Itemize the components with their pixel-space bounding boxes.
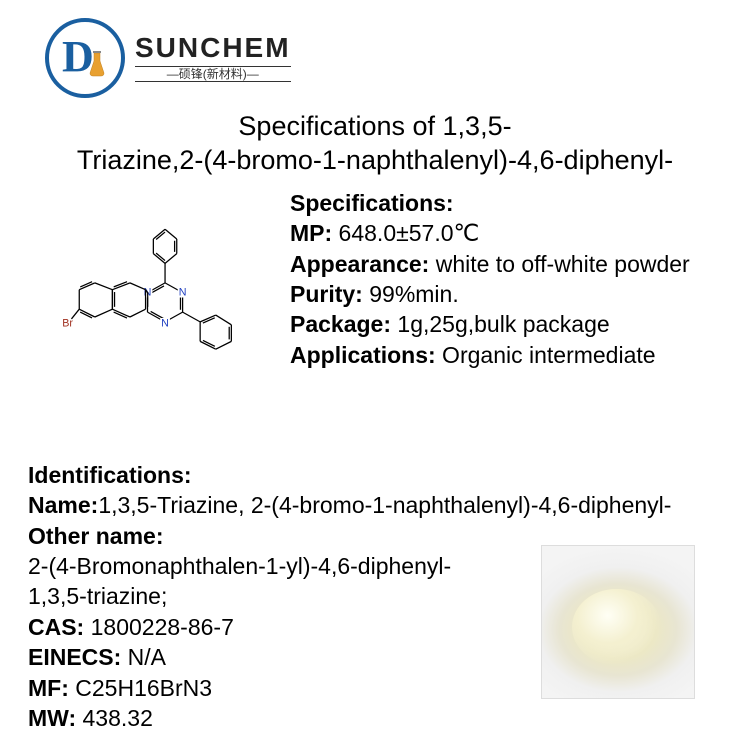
page-title: Specifications of 1,3,5- Triazine,2-(4-b… bbox=[0, 110, 750, 178]
cas-value: 1800228-86-7 bbox=[84, 614, 234, 640]
title-line-1: Specifications of 1,3,5- bbox=[238, 111, 511, 141]
mw-label: MW: bbox=[28, 705, 76, 731]
name-label: Name: bbox=[28, 492, 98, 518]
svg-text:N: N bbox=[179, 287, 187, 299]
chemical-structure: NNNBr bbox=[50, 210, 245, 385]
title-line-2: Triazine,2-(4-bromo-1-naphthalenyl)-4,6-… bbox=[77, 145, 673, 175]
brand-name: SUNCHEM bbox=[135, 34, 291, 62]
package-value: 1g,25g,bulk package bbox=[391, 311, 610, 337]
purity-label: Purity: bbox=[290, 281, 363, 307]
applications-label: Applications: bbox=[290, 342, 436, 368]
mp-label: MP: bbox=[290, 220, 332, 246]
logo-circle: D bbox=[45, 18, 125, 98]
mw-value: 438.32 bbox=[76, 705, 153, 731]
other-name-label: Other name: bbox=[28, 523, 163, 549]
product-photo bbox=[541, 545, 695, 699]
ident-header: Identifications: bbox=[28, 462, 192, 488]
specifications-block: Specifications: MP: 648.0±57.0℃ Appearan… bbox=[290, 188, 730, 370]
purity-value: 99%min. bbox=[363, 281, 459, 307]
name-value: 1,3,5-Triazine, 2-(4-bromo-1-naphthaleny… bbox=[98, 492, 671, 518]
brand-subtitle: 硕锋(新材料) bbox=[135, 66, 291, 82]
appearance-value: white to off-white powder bbox=[429, 251, 689, 277]
einecs-label: EINECS: bbox=[28, 644, 121, 670]
mp-value: 648.0±57.0℃ bbox=[332, 220, 479, 246]
mf-value: C25H16BrN3 bbox=[69, 675, 212, 701]
svg-text:N: N bbox=[161, 318, 169, 330]
specs-header: Specifications: bbox=[290, 190, 454, 216]
cas-label: CAS: bbox=[28, 614, 84, 640]
logo: D SUNCHEM 硕锋(新材料) bbox=[45, 18, 291, 98]
flask-icon bbox=[88, 51, 106, 77]
package-label: Package: bbox=[290, 311, 391, 337]
svg-text:Br: Br bbox=[62, 318, 73, 330]
einecs-value: N/A bbox=[121, 644, 166, 670]
appearance-label: Appearance: bbox=[290, 251, 429, 277]
mf-label: MF: bbox=[28, 675, 69, 701]
applications-value: Organic intermediate bbox=[436, 342, 656, 368]
